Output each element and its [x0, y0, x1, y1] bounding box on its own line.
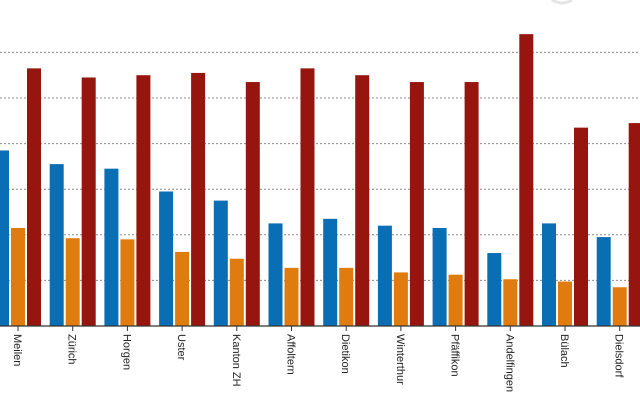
- category-label: Winterthur: [394, 334, 406, 385]
- category-labels: Meilen Zürich Horgen Uster Kanton ZH Affolter…: [11, 334, 625, 392]
- category-label: Dielsdorf: [613, 334, 625, 378]
- bar-2-8: [448, 274, 463, 326]
- category-label: Uster: [175, 334, 187, 361]
- bar-1-4: [213, 200, 228, 326]
- bar-3-9: [519, 34, 534, 326]
- bar-2-4: [229, 258, 244, 326]
- x-axis: [0, 325, 640, 331]
- bar-1-9: [487, 253, 502, 326]
- bar-1-8: [432, 227, 447, 326]
- bar-1-1: [49, 164, 64, 326]
- bar-3-8: [464, 82, 479, 326]
- bar-3-5: [300, 68, 315, 327]
- bar-1-7: [377, 225, 392, 326]
- bar-1-10: [542, 223, 556, 326]
- category-label: Meilen: [11, 334, 23, 366]
- bar-2-1: [65, 238, 80, 326]
- bar-2-5: [284, 267, 299, 326]
- category-label: Kanton ZH: [230, 334, 242, 387]
- category-label: Horgen: [120, 334, 132, 370]
- bar-3-10: [574, 127, 588, 326]
- bar-1-2: [104, 168, 119, 326]
- gridlines: [0, 51, 640, 281]
- bar-1-0: [0, 150, 9, 326]
- partial-legend-arc: [551, 0, 573, 5]
- category-label: Zürich: [66, 334, 78, 365]
- bar-2-3: [175, 251, 190, 326]
- bar-1-6: [323, 218, 338, 326]
- bar-2-0: [11, 227, 25, 326]
- bar-1-11: [596, 237, 611, 326]
- bar-3-2: [136, 75, 151, 326]
- bars: [0, 34, 640, 327]
- bar-3-3: [191, 72, 206, 326]
- bar-2-6: [339, 267, 354, 326]
- bar-2-10: [558, 281, 572, 326]
- category-label: Andelfingen: [503, 334, 515, 392]
- bar-3-6: [355, 75, 370, 326]
- bar-1-3: [159, 191, 174, 326]
- bar-3-7: [409, 82, 424, 326]
- bar-3-0: [27, 68, 41, 327]
- category-label: Pfäffikon: [449, 334, 461, 377]
- bar-2-9: [503, 279, 518, 326]
- category-label: Bülach: [558, 334, 570, 368]
- bar-3-1: [81, 77, 96, 326]
- category-label: Affoltern: [285, 334, 297, 375]
- category-label: Dietikon: [339, 334, 351, 374]
- bar-3-4: [245, 82, 260, 326]
- bar-3-11: [628, 123, 640, 326]
- bar-2-7: [393, 272, 408, 326]
- bar-2-2: [120, 239, 135, 326]
- bar-1-5: [268, 223, 283, 326]
- bar-2-11: [612, 287, 627, 326]
